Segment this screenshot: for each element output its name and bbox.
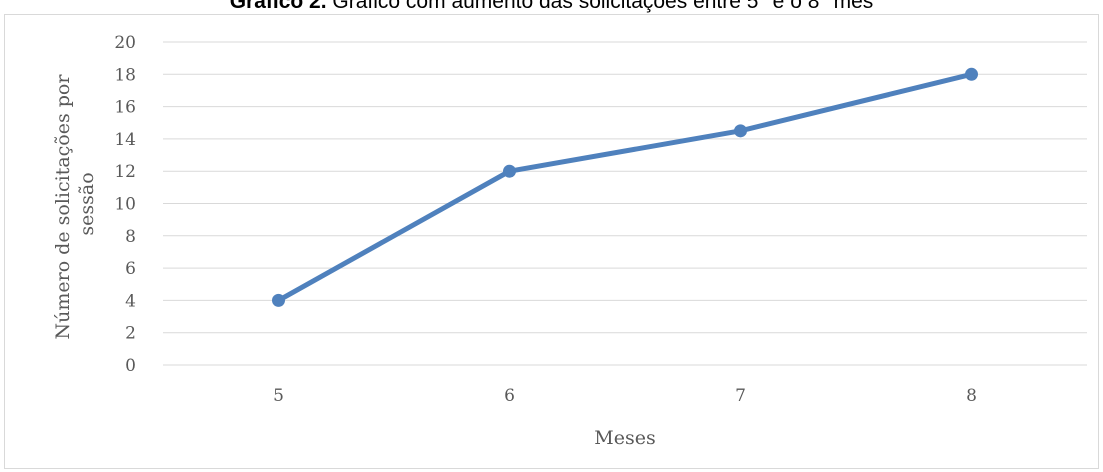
y-tick-label: 8 <box>125 227 136 247</box>
y-tick-label: 20 <box>114 33 136 53</box>
x-tick-label: 6 <box>504 386 515 406</box>
x-tick-label: 7 <box>735 386 746 406</box>
series-line <box>276 71 974 303</box>
y-tick-label: 14 <box>114 130 136 150</box>
y-axis-title-line-1: Número de solicitações por <box>52 74 74 340</box>
y-tick-label: 18 <box>114 65 136 85</box>
chart-title-bold: Gráfico 2. <box>229 0 327 13</box>
y-tick-labels: 0 2 4 6 8 10 12 14 16 18 20 <box>114 33 136 376</box>
data-point <box>734 124 747 138</box>
gridlines <box>163 41 1087 366</box>
y-axis-title: Número de solicitações por sessão <box>52 69 98 340</box>
y-tick-label: 0 <box>125 356 136 376</box>
x-axis-title: Meses <box>594 427 655 449</box>
y-tick-label: 12 <box>114 162 136 182</box>
x-tick-labels: 5 6 7 8 <box>273 386 977 406</box>
y-tick-label: 6 <box>125 259 136 279</box>
chart-frame <box>4 14 1099 469</box>
y-axis-title-line-2: sessão <box>76 172 98 235</box>
data-point <box>503 164 516 178</box>
y-tick-label: 10 <box>114 195 136 215</box>
y-tick-label: 4 <box>125 291 136 311</box>
chart-title: Gráfico 2. Gráfico com aumento das solic… <box>0 0 1103 14</box>
chart-title-rest: Gráfico com aumento das solicitações ent… <box>326 0 874 13</box>
data-point <box>272 293 285 307</box>
y-tick-label: 2 <box>125 324 136 344</box>
y-tick-label: 16 <box>114 98 136 118</box>
data-point <box>965 67 978 81</box>
series <box>272 67 978 307</box>
x-tick-label: 5 <box>273 386 284 406</box>
x-tick-label: 8 <box>966 386 977 406</box>
